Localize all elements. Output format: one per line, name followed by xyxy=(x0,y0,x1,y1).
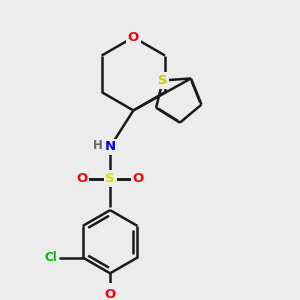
Text: N: N xyxy=(104,140,116,154)
Text: Cl: Cl xyxy=(44,251,57,264)
Text: O: O xyxy=(76,172,88,185)
Text: H: H xyxy=(92,139,102,152)
Text: O: O xyxy=(128,31,139,44)
Text: S: S xyxy=(158,74,168,87)
Text: O: O xyxy=(133,172,144,185)
Text: S: S xyxy=(105,172,115,185)
Text: O: O xyxy=(104,288,116,300)
